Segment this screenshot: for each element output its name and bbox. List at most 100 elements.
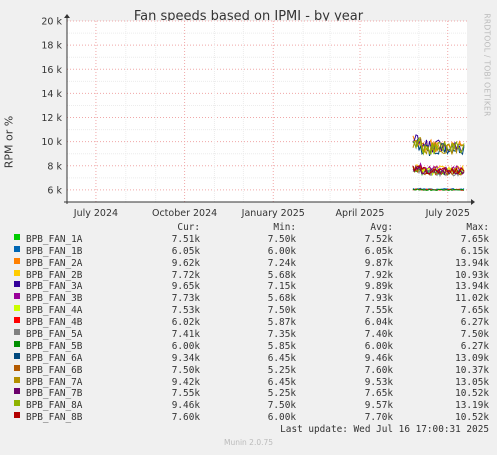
y-axis-arrow xyxy=(64,14,70,18)
x-tick-label: January 2025 xyxy=(241,208,305,219)
legend-cur: 6.05k xyxy=(171,245,200,257)
legend-row: BPB_FAN_1B 6.05k 6.00k 6.05k 6.15k xyxy=(12,245,492,258)
legend-swatch xyxy=(14,233,20,240)
y-tick-label: 8 k xyxy=(47,161,62,172)
chart-title: Fan speeds based on IPMI - by year xyxy=(133,9,364,24)
legend-max: 6.27k xyxy=(460,317,489,329)
legend-max: 6.15k xyxy=(460,245,489,257)
legend-min: 5.68k xyxy=(267,269,296,281)
legend-min: 5.87k xyxy=(267,317,296,329)
legend-avg: 7.65k xyxy=(364,388,393,400)
legend-avg: 9.87k xyxy=(364,257,393,269)
legend-cur: 7.55k xyxy=(171,388,200,400)
legend-header-max: Max: xyxy=(466,222,489,233)
y-tick-label: 16 k xyxy=(41,65,62,76)
legend-avg: 7.55k xyxy=(364,305,393,317)
legend-min: 6.00k xyxy=(267,245,296,257)
x-axis-arrow xyxy=(471,199,475,205)
legend-header-cur: Cur: xyxy=(177,222,200,233)
legend-series-name: BPB_FAN_5B xyxy=(26,340,83,352)
legend-rows: BPB_FAN_1A 7.51k 7.50k 7.52k 7.65k BPB_FAN_1B… xyxy=(12,233,492,424)
last-update: Last update: Wed Jul 16 17:00:31 2025 xyxy=(280,424,489,436)
legend-series-name: BPB_FAN_6A xyxy=(26,352,83,364)
legend-row: BPB_FAN_3B 7.73k 5.68k 7.93k 11.02k xyxy=(12,293,492,305)
legend-avg: 7.52k xyxy=(364,233,393,245)
legend-cur: 7.53k xyxy=(171,305,200,317)
legend: Cur: Min: Avg: Max: BPB_FAN_1A 7.51k 7.50k… xyxy=(12,222,492,436)
legend-avg: 9.46k xyxy=(364,352,393,364)
series-line xyxy=(412,188,465,191)
legend-series-name: BPB_FAN_8A xyxy=(26,400,83,412)
legend-row: BPB_FAN_6B 7.50k 5.25k 7.60k 10.37k xyxy=(12,364,492,377)
legend-swatch xyxy=(14,257,20,264)
x-tick-label: October 2024 xyxy=(152,208,217,219)
legend-max: 7.65k xyxy=(460,233,489,245)
x-tick-label: July 2024 xyxy=(73,208,118,219)
legend-cur: 9.46k xyxy=(171,400,200,412)
legend-min: 6.45k xyxy=(267,376,296,388)
legend-header-avg: Avg: xyxy=(370,222,393,233)
legend-avg: 7.93k xyxy=(364,293,393,305)
plot-area xyxy=(67,21,467,202)
legend-max: 13.94k xyxy=(455,281,489,293)
y-tick-label: 12 k xyxy=(41,113,62,124)
legend-footer: Last update: Wed Jul 16 17:00:31 2025 xyxy=(12,424,492,436)
legend-max: 13.94k xyxy=(455,257,489,269)
y-tick-label: 6 k xyxy=(47,185,62,196)
legend-avg: 6.05k xyxy=(364,245,393,257)
tick-labels: 6 k 8 k 10 k 12 k 14 k 16 k 18 k 20 k July 2024 O… xyxy=(41,17,469,220)
legend-swatch xyxy=(14,317,20,324)
legend-avg: 9.57k xyxy=(364,400,393,412)
legend-cur: 7.50k xyxy=(171,364,200,376)
legend-avg: 7.92k xyxy=(364,269,393,281)
legend-avg: 7.70k xyxy=(364,412,393,424)
legend-series-name: BPB_FAN_8B xyxy=(26,412,83,424)
legend-row: BPB_FAN_5A 7.41k 7.35k 7.40k 7.50k xyxy=(12,329,492,341)
legend-swatch xyxy=(14,376,20,383)
legend-avg: 9.53k xyxy=(364,376,393,388)
legend-min: 7.24k xyxy=(267,257,296,269)
legend-row: BPB_FAN_6A 9.34k 6.45k 9.46k 13.09k xyxy=(12,352,492,365)
legend-max: 13.05k xyxy=(455,376,489,388)
legend-row: BPB_FAN_5B 6.00k 5.85k 6.00k 6.27k xyxy=(12,340,492,353)
series-line xyxy=(412,165,465,175)
legend-series-name: BPB_FAN_7B xyxy=(26,388,83,400)
legend-min: 5.68k xyxy=(267,293,296,305)
legend-min: 7.50k xyxy=(267,305,296,317)
legend-series-name: BPB_FAN_5A xyxy=(26,329,83,341)
legend-row: BPB_FAN_2B 7.72k 5.68k 7.92k 10.93k xyxy=(12,269,492,282)
legend-max: 13.19k xyxy=(455,400,489,412)
series-lines xyxy=(412,134,465,191)
y-tick-label: 14 k xyxy=(41,89,62,100)
legend-avg: 6.00k xyxy=(364,340,393,352)
series-line xyxy=(413,137,465,156)
legend-swatch xyxy=(14,340,20,347)
legend-cur: 7.72k xyxy=(171,269,200,281)
legend-min: 5.25k xyxy=(267,388,296,400)
legend-avg: 7.40k xyxy=(364,329,393,341)
series-line xyxy=(412,164,465,176)
legend-min: 5.85k xyxy=(267,340,296,352)
legend-swatch xyxy=(14,412,20,419)
legend-header: Cur: Min: Avg: Max: xyxy=(12,222,492,234)
legend-cur: 9.65k xyxy=(171,281,200,293)
legend-row: BPB_FAN_2A 9.62k 7.24k 9.87k 13.94k xyxy=(12,257,492,270)
series-line xyxy=(412,137,465,155)
legend-cur: 7.60k xyxy=(171,412,200,424)
legend-swatch xyxy=(14,245,20,252)
y-tick-label: 18 k xyxy=(41,41,62,52)
legend-min: 5.25k xyxy=(267,364,296,376)
legend-max: 10.37k xyxy=(455,364,489,376)
legend-cur: 7.73k xyxy=(171,293,200,305)
legend-cur: 9.42k xyxy=(171,376,200,388)
legend-series-name: BPB_FAN_1A xyxy=(26,233,83,245)
legend-series-name: BPB_FAN_2A xyxy=(26,257,83,269)
legend-max: 11.02k xyxy=(455,293,489,305)
legend-row: BPB_FAN_7B 7.55k 5.25k 7.65k 10.52k xyxy=(12,388,492,400)
legend-max: 10.52k xyxy=(455,412,489,424)
legend-row: BPB_FAN_8A 9.46k 7.50k 9.57k 13.19k xyxy=(12,400,492,412)
x-tick-label: July 2025 xyxy=(425,208,470,219)
legend-series-name: BPB_FAN_4B xyxy=(26,317,83,329)
legend-cur: 9.62k xyxy=(171,257,200,269)
series-line xyxy=(412,139,465,157)
